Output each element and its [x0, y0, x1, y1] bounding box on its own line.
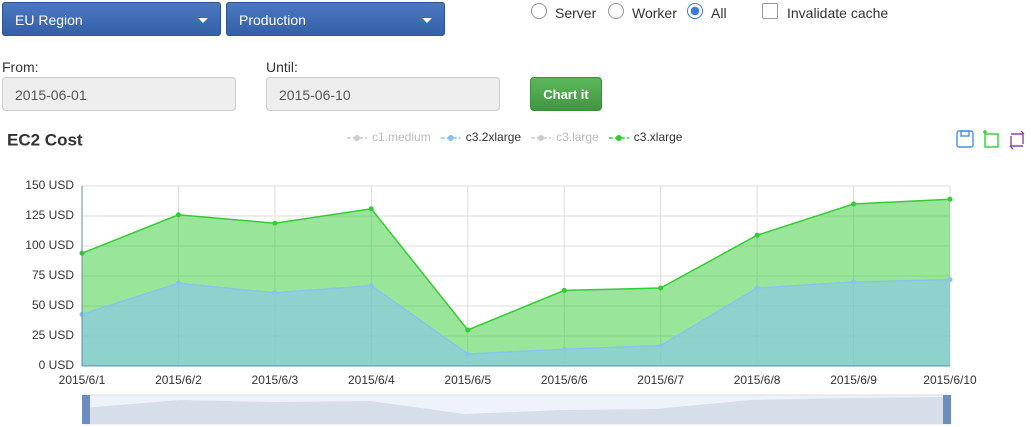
- environment-dropdown[interactable]: Production: [226, 2, 445, 36]
- x-tick-label: 2015/6/6: [541, 373, 588, 387]
- radio-label: Server: [555, 5, 597, 21]
- until-label: Until:: [266, 59, 298, 75]
- point: [175, 280, 181, 286]
- point: [561, 287, 567, 293]
- point: [754, 285, 760, 291]
- legend-symbol: [615, 135, 622, 141]
- y-tick-label: 150 USD: [25, 178, 74, 192]
- chart-title: EC2 Cost: [7, 130, 83, 149]
- point: [368, 283, 374, 289]
- point: [561, 346, 567, 352]
- legend-label: c1.medium: [372, 130, 431, 144]
- y-tick-label: 25 USD: [32, 328, 74, 342]
- radio[interactable]: [608, 3, 624, 19]
- point: [658, 285, 664, 291]
- radio[interactable]: [531, 3, 547, 19]
- data-zoom[interactable]: [82, 394, 951, 425]
- point: [465, 351, 471, 357]
- legend-label: c3.xlarge: [634, 130, 683, 144]
- y-tick-label: 125 USD: [25, 208, 74, 222]
- checkbox[interactable]: [762, 3, 778, 19]
- y-tick-label: 75 USD: [32, 268, 74, 282]
- point: [175, 212, 181, 218]
- from-label: From:: [2, 59, 39, 75]
- from-input[interactable]: 2015-06-01: [2, 77, 236, 111]
- checkbox-label: Invalidate cache: [787, 5, 889, 21]
- chart-button[interactable]: Chart it: [530, 77, 602, 111]
- x-tick-label: 2015/6/7: [637, 373, 684, 387]
- radio[interactable]: [687, 3, 703, 19]
- legend-label: c3.2xlarge: [466, 130, 522, 144]
- legend-symbol: [538, 135, 545, 141]
- toolbox[interactable]: [956, 130, 1025, 150]
- region-dropdown[interactable]: EU Region: [2, 2, 221, 36]
- point: [272, 290, 278, 296]
- area: [82, 279, 950, 366]
- point: [851, 279, 857, 285]
- point: [947, 196, 953, 202]
- point: [754, 232, 760, 238]
- y-tick-label: 0 USD: [39, 358, 75, 372]
- point: [272, 220, 278, 226]
- x-tick-label: 2015/6/10: [923, 373, 977, 387]
- line: [81, 278, 951, 355]
- legend-symbol: [354, 135, 360, 141]
- x-tick-label: 2015/6/2: [155, 373, 202, 387]
- point: [658, 343, 664, 349]
- x-tick-label: 2015/6/3: [252, 373, 299, 387]
- point: [851, 201, 857, 207]
- x-tick-label: 2015/6/1: [59, 373, 106, 387]
- legend-symbol: [447, 135, 454, 141]
- point: [465, 327, 471, 333]
- until-input[interactable]: 2015-06-10: [266, 77, 500, 111]
- x-tick-label: 2015/6/8: [734, 373, 781, 387]
- point: [947, 277, 953, 283]
- y-tick-label: 100 USD: [25, 238, 74, 252]
- y-tick-label: 50 USD: [32, 298, 74, 312]
- radio-label: All: [711, 5, 727, 21]
- legend-label: c3.large: [556, 130, 599, 144]
- x-tick-label: 2015/6/5: [444, 373, 491, 387]
- x-tick-label: 2015/6/4: [348, 373, 395, 387]
- line: [81, 198, 951, 331]
- point: [368, 206, 374, 212]
- radio-label: Worker: [632, 5, 677, 21]
- x-tick-label: 2015/6/9: [830, 373, 877, 387]
